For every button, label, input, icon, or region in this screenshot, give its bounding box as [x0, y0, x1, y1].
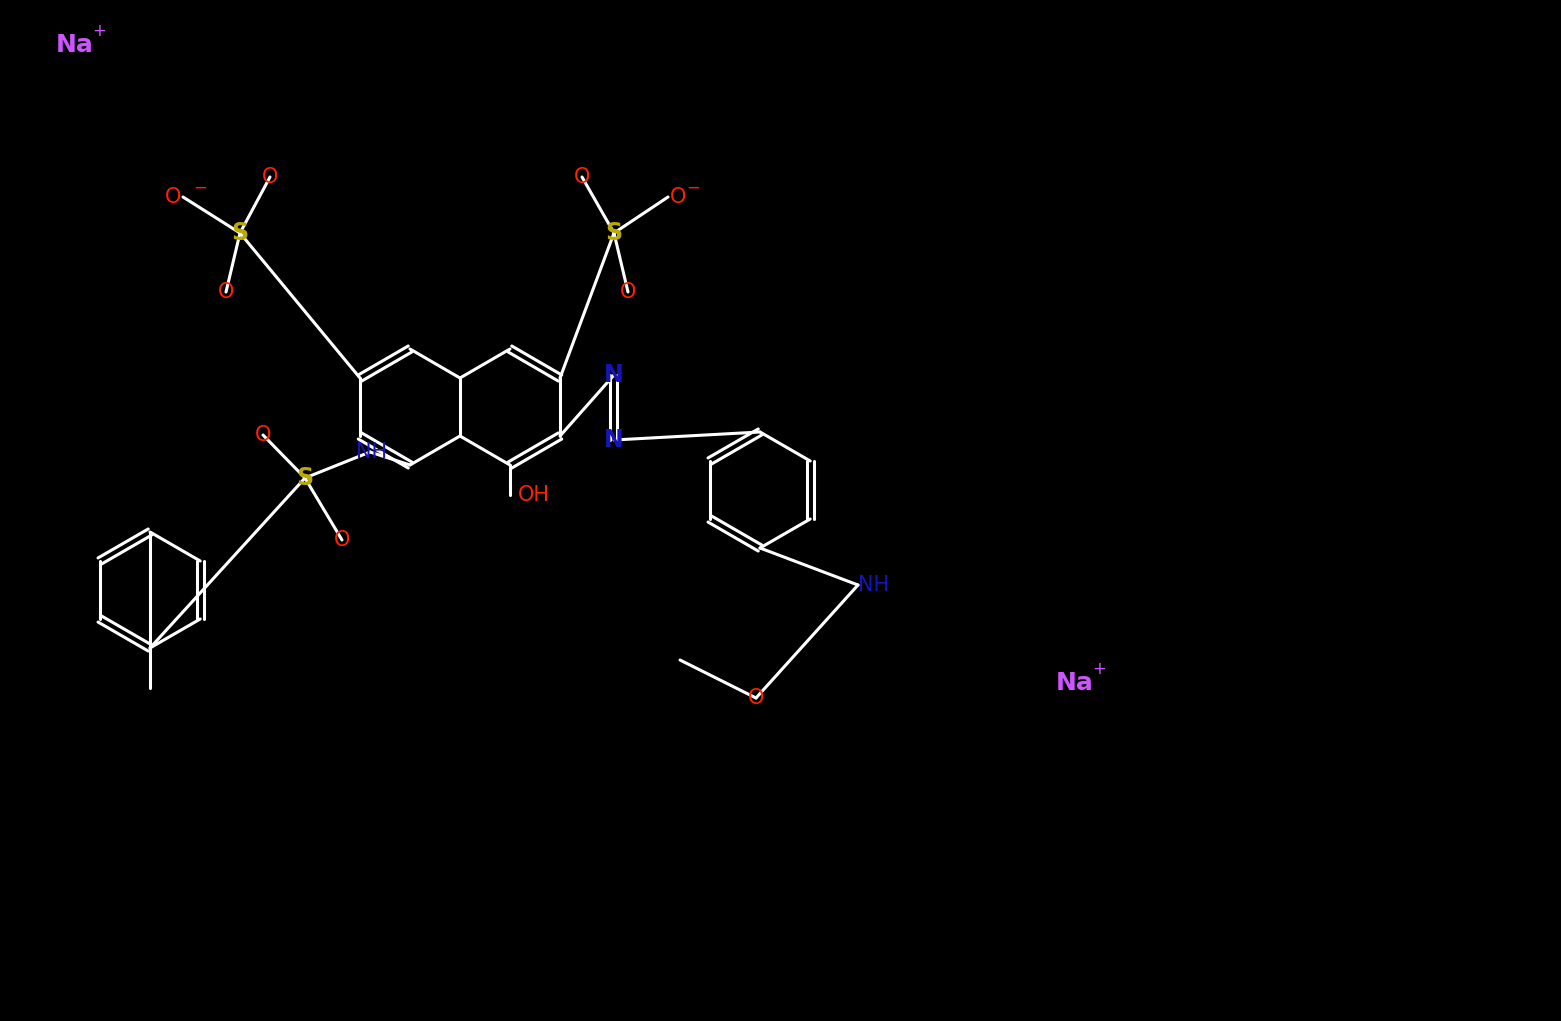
Text: O: O	[620, 282, 637, 302]
Text: S: S	[297, 466, 314, 490]
Text: O: O	[219, 282, 234, 302]
Text: −: −	[194, 179, 208, 197]
Text: S: S	[231, 221, 248, 245]
Text: N: N	[604, 428, 624, 452]
Text: O: O	[334, 530, 350, 550]
Text: −: −	[685, 179, 699, 197]
Text: Na: Na	[1057, 671, 1094, 695]
Text: NH: NH	[859, 575, 890, 595]
Text: O: O	[748, 688, 765, 708]
Text: +: +	[92, 22, 106, 40]
Text: N: N	[604, 363, 624, 387]
Text: Na: Na	[56, 33, 94, 57]
Text: O: O	[262, 167, 278, 187]
Text: O: O	[164, 187, 181, 207]
Text: OH: OH	[518, 485, 549, 505]
Text: O: O	[574, 167, 590, 187]
Text: NH: NH	[356, 442, 387, 461]
Text: S: S	[606, 221, 623, 245]
Text: +: +	[1093, 660, 1105, 678]
Text: O: O	[254, 425, 272, 445]
Text: O: O	[670, 187, 687, 207]
